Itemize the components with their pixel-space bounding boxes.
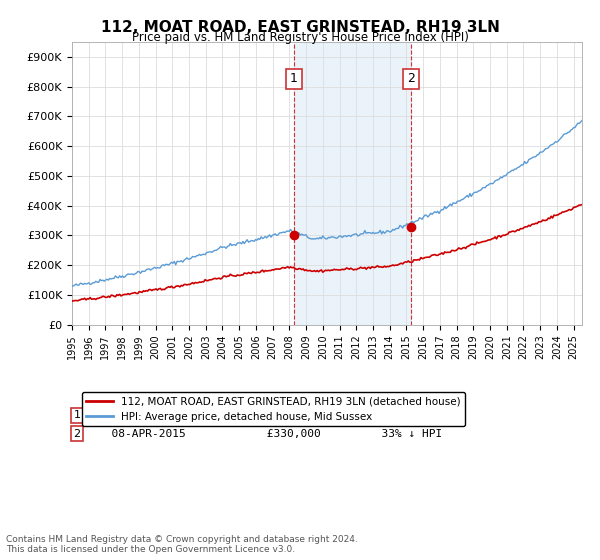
Text: 2: 2 [407, 72, 415, 85]
Legend: 112, MOAT ROAD, EAST GRINSTEAD, RH19 3LN (detached house), HPI: Average price, d: 112, MOAT ROAD, EAST GRINSTEAD, RH19 3LN… [82, 392, 464, 426]
Text: Price paid vs. HM Land Registry's House Price Index (HPI): Price paid vs. HM Land Registry's House … [131, 31, 469, 44]
Bar [294, 42, 411, 325]
Text: 1: 1 [74, 410, 80, 421]
Text: 11-APR-2008            £300,000         32% ↓ HPI: 11-APR-2008 £300,000 32% ↓ HPI [97, 410, 442, 421]
Text: 2: 2 [74, 428, 80, 438]
Text: 1: 1 [290, 72, 298, 85]
Text: 112, MOAT ROAD, EAST GRINSTEAD, RH19 3LN: 112, MOAT ROAD, EAST GRINSTEAD, RH19 3LN [101, 20, 499, 35]
Text: 08-APR-2015            £330,000         33% ↓ HPI: 08-APR-2015 £330,000 33% ↓ HPI [97, 428, 442, 438]
Text: Contains HM Land Registry data © Crown copyright and database right 2024.
This d: Contains HM Land Registry data © Crown c… [6, 535, 358, 554]
